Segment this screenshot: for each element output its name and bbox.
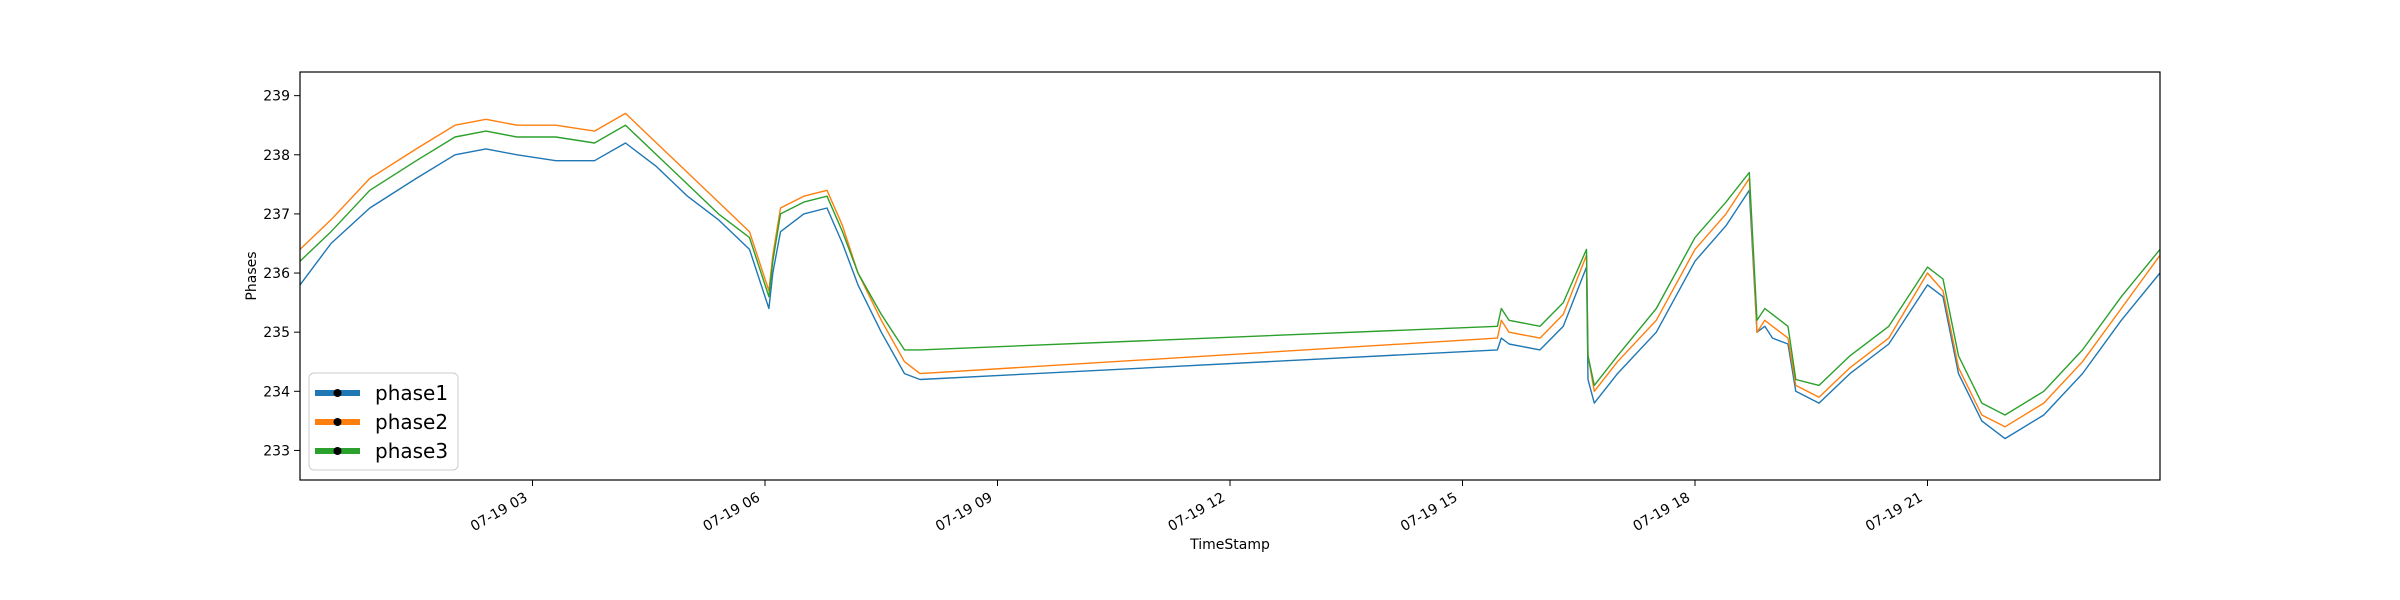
x-tick-label: 07-19 06 [700, 490, 763, 535]
legend-label-phase3: phase3 [375, 439, 448, 463]
y-tick-label: 236 [263, 266, 290, 282]
series-line-phase2 [299, 112, 2161, 428]
legend-label-phase1: phase1 [375, 381, 448, 405]
legend-box [308, 372, 459, 471]
y-axis: 233 234 235 236 237 238 239 [263, 89, 300, 459]
y-tick-label: 235 [263, 325, 290, 341]
x-tick-label: 07-19 21 [1863, 490, 1926, 535]
legend-entry-phase3: phase3 [315, 439, 448, 463]
legend-entry-phase2: phase2 [315, 410, 448, 434]
series-lines [299, 112, 2161, 440]
series-line-phase1 [299, 142, 2161, 440]
legend-marker-phase2 [333, 418, 342, 426]
x-axis: 07-19 03 07-19 06 07-19 09 07-19 12 07-19 15… [468, 480, 1928, 535]
x-axis-label: TimeStamp [1189, 537, 1270, 553]
x-tick-label: 07-19 18 [1630, 490, 1693, 535]
y-tick-label: 234 [263, 384, 290, 400]
series-line-phase3 [299, 124, 2161, 416]
x-tick-label: 07-19 09 [933, 490, 996, 535]
plot-frame [299, 71, 2161, 481]
x-tick-label: 07-19 15 [1398, 490, 1461, 535]
y-tick-label: 239 [263, 89, 290, 105]
legend-marker-phase1 [333, 389, 342, 397]
x-tick-label: 07-19 12 [1165, 490, 1228, 535]
legend-entry-phase1: phase1 [315, 381, 448, 405]
y-axis-label: Phases [244, 251, 260, 300]
legend: phase1 phase2 phase3 [308, 372, 459, 471]
x-tick-label: 07-19 03 [468, 490, 531, 535]
y-tick-label: 237 [263, 207, 290, 223]
y-tick-label: 238 [263, 148, 290, 164]
y-tick-label: 233 [263, 443, 290, 459]
legend-label-phase2: phase2 [375, 410, 448, 434]
legend-marker-phase3 [333, 447, 342, 455]
